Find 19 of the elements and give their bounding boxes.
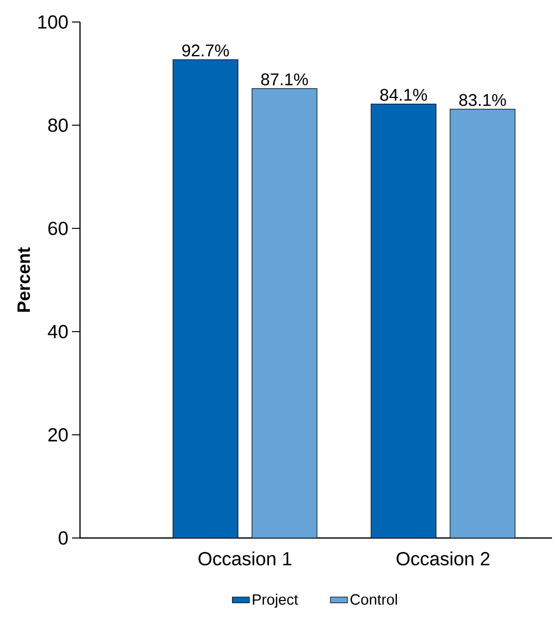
x-tick-label: Occasion 2 — [396, 552, 490, 566]
y-tick-label: 0 — [58, 531, 68, 545]
y-tick-label: 20 — [48, 428, 68, 442]
data-label: 83.1% — [459, 94, 506, 106]
x-tick-label: Occasion 1 — [198, 552, 292, 566]
data-label: 84.1% — [380, 88, 428, 101]
y-tick-label: 100 — [38, 15, 68, 29]
y-axis-title: Percent — [18, 247, 30, 312]
legend-label: Project — [253, 594, 298, 608]
legend-label: Control — [350, 594, 398, 605]
bar — [450, 108, 516, 538]
data-label: 87.1% — [261, 73, 308, 86]
y-tick-label: 80 — [48, 118, 68, 132]
bar — [172, 59, 238, 538]
y-tick-label: 60 — [48, 222, 68, 236]
data-label: 92.7% — [182, 44, 230, 56]
bar — [252, 88, 318, 538]
y-tick-label: 40 — [48, 324, 68, 338]
bar — [370, 104, 437, 538]
